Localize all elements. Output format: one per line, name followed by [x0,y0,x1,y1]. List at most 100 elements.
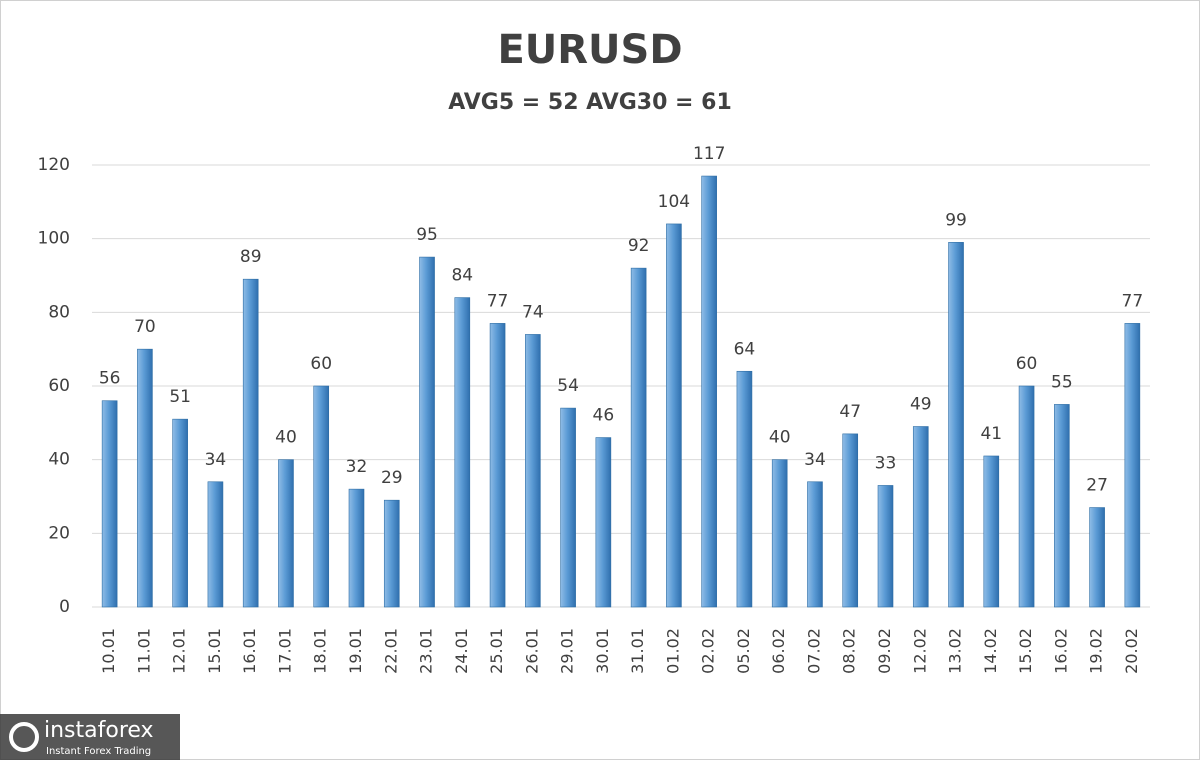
data-label: 47 [839,402,861,422]
x-tick-label: 22.01 [381,628,400,674]
x-tick-label: 20.02 [1122,628,1141,674]
x-tick-label: 01.02 [663,628,682,674]
x-tick-label: 29.01 [558,628,577,674]
x-tick-label: 12.02 [910,628,929,674]
bar [278,459,294,608]
x-tick-label: 16.01 [240,628,259,674]
bar [137,348,153,608]
x-tick-label: 26.01 [522,628,541,674]
x-tick-label: 25.01 [487,628,506,674]
data-label: 34 [804,450,826,470]
y-tick-label: 100 [38,229,70,249]
bar [525,334,541,608]
chart-subtitle: AVG5 = 52 AVG30 = 61 [448,90,732,115]
data-label: 46 [593,406,615,426]
y-tick-label: 80 [48,302,70,322]
bar [454,297,471,608]
bar [807,481,823,608]
bar [1018,385,1035,608]
x-tick-label: 14.02 [981,628,1000,674]
data-label: 60 [310,354,332,374]
data-label: 41 [980,424,1002,444]
x-tick-label: 23.01 [417,628,436,674]
data-label: 60 [1016,354,1038,374]
y-tick-label: 60 [48,376,70,396]
data-label: 34 [205,450,227,470]
bar [348,488,365,608]
bar [489,323,506,608]
data-label: 29 [381,468,403,488]
data-label: 51 [169,387,191,407]
data-label: 54 [557,376,579,396]
y-tick-label: 40 [48,450,70,470]
x-tick-label: 24.01 [452,628,471,674]
x-tick-label: 19.01 [346,628,365,674]
watermark-bg [0,714,180,760]
x-tick-label: 08.02 [840,628,859,674]
x-tick-label: 10.01 [99,628,118,674]
data-label: 64 [734,339,756,359]
bar [101,400,118,608]
bar [419,256,435,608]
x-tick-label: 05.02 [734,628,753,674]
x-tick-label: 31.01 [628,628,647,674]
bar [313,385,330,608]
data-label: 74 [522,302,544,322]
bar [172,418,188,608]
data-label: 89 [240,247,262,267]
x-tick-label: 15.02 [1016,628,1035,674]
x-tick-label: 17.01 [275,628,294,674]
bar [877,485,894,608]
y-tick-label: 120 [38,155,70,175]
watermark-brand: instaforex [44,718,154,743]
data-label: 99 [945,210,967,230]
data-label: 117 [693,144,725,164]
bar [560,407,576,608]
data-label: 70 [134,317,156,337]
bar [1054,404,1070,608]
bar [771,459,788,608]
data-label: 95 [416,225,438,245]
x-tick-label: 12.01 [170,628,189,674]
bar [630,267,647,608]
bar [842,433,859,608]
x-tick-label: 15.01 [205,628,224,674]
data-label: 32 [346,457,368,477]
data-label: 49 [910,395,932,415]
data-label: 56 [99,369,121,389]
bar [666,223,682,608]
data-label: 55 [1051,372,1073,392]
y-tick-label: 0 [59,597,70,617]
data-label: 104 [658,192,690,212]
bar [1124,323,1141,608]
bar [948,242,964,608]
bar [912,426,929,608]
watermark: instaforex Instant Forex Trading [0,714,180,760]
data-label: 40 [275,428,297,448]
x-tick-label: 30.01 [593,628,612,674]
x-tick-label: 19.02 [1087,628,1106,674]
bar [1089,507,1105,608]
x-tick-label: 18.01 [311,628,330,674]
watermark-tagline: Instant Forex Trading [46,746,151,757]
data-label: 77 [1122,291,1144,311]
x-tick-label: 13.02 [946,628,965,674]
watermark-logo [9,722,39,752]
x-tick-label: 02.02 [699,628,718,674]
x-tick-label: 07.02 [804,628,823,674]
data-label: 84 [451,266,473,286]
data-label: 33 [875,453,897,473]
bar [595,437,612,608]
y-tick-label: 20 [48,523,70,543]
chart-title: EURUSD [497,27,682,73]
x-tick-label: 11.01 [134,628,153,674]
x-tick-label: 16.02 [1051,628,1070,674]
data-label: 77 [487,291,509,311]
bar [701,175,717,608]
bar [383,499,400,608]
x-tick-label: 06.02 [769,628,788,674]
x-tick-label: 09.02 [875,628,894,674]
bar [983,455,1000,608]
